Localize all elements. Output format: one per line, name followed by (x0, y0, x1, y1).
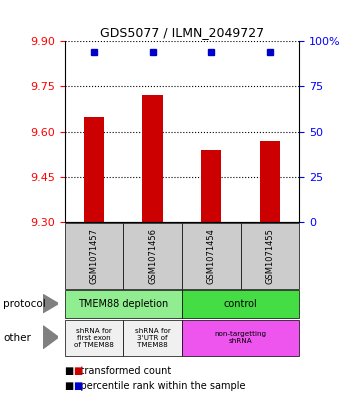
Bar (260, 141, 280, 222)
Text: shRNA for
3'UTR of
TMEM88: shRNA for 3'UTR of TMEM88 (135, 328, 171, 347)
Bar (84, 117, 104, 222)
Text: ■: ■ (73, 366, 82, 376)
Text: ■  percentile rank within the sample: ■ percentile rank within the sample (65, 381, 245, 391)
Text: GSM1071456: GSM1071456 (148, 228, 157, 284)
Bar (142, 95, 163, 222)
Text: other: other (3, 332, 31, 343)
Polygon shape (43, 295, 58, 312)
Text: protocol: protocol (3, 299, 46, 309)
Text: shRNA for
first exon
of TMEM88: shRNA for first exon of TMEM88 (74, 328, 114, 347)
Text: ■: ■ (73, 381, 82, 391)
Text: ■  transformed count: ■ transformed count (65, 366, 171, 376)
Title: GDS5077 / ILMN_2049727: GDS5077 / ILMN_2049727 (100, 26, 264, 39)
Bar (201, 150, 221, 222)
Text: GSM1071455: GSM1071455 (266, 228, 274, 284)
Polygon shape (43, 326, 58, 349)
Text: TMEM88 depletion: TMEM88 depletion (78, 299, 168, 309)
Text: control: control (224, 299, 257, 309)
Text: non-targetting
shRNA: non-targetting shRNA (215, 331, 267, 344)
Text: GSM1071454: GSM1071454 (207, 228, 216, 284)
Text: GSM1071457: GSM1071457 (89, 228, 98, 284)
